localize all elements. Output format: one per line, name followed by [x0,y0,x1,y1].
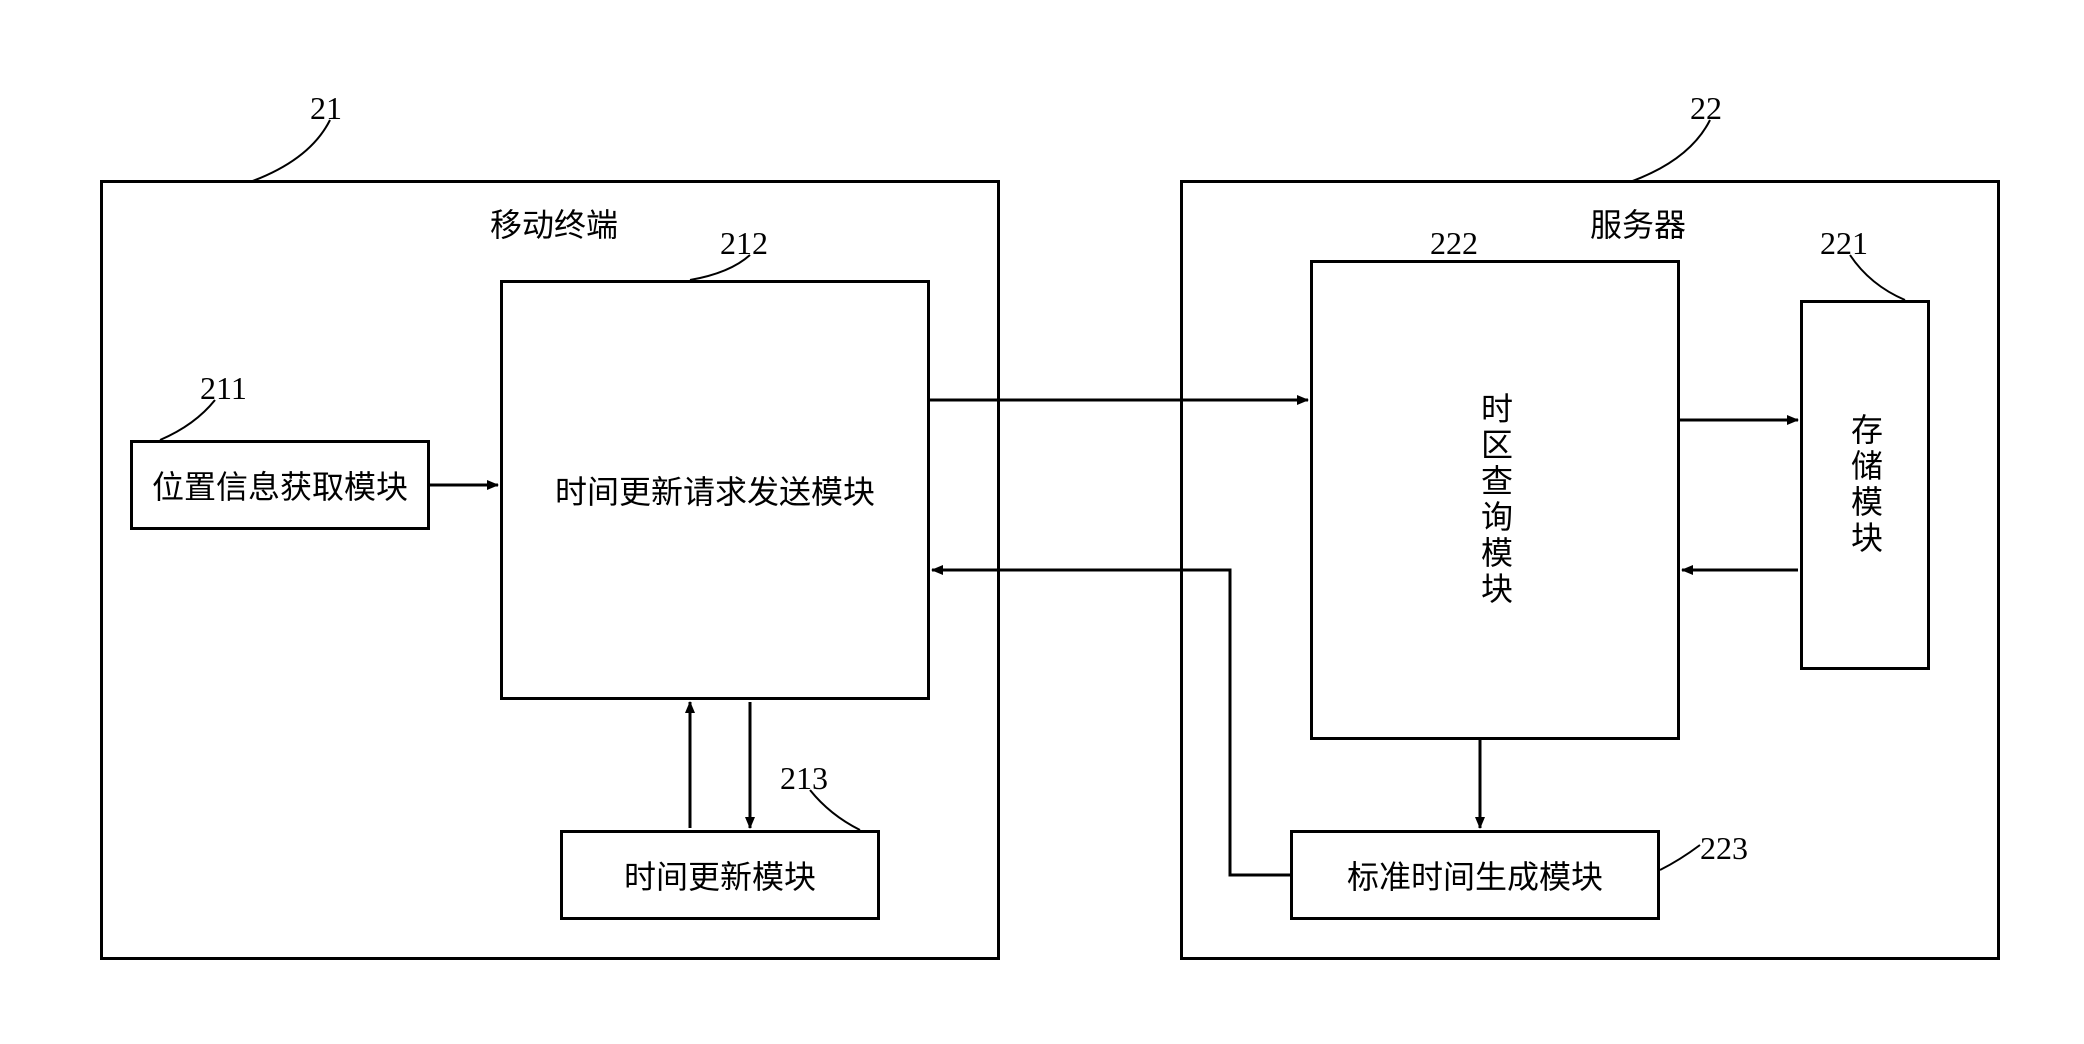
system-diagram: 移动终端 21 服务器 22 位置信息获取模块 211 时间更新请求发送模块 2… [0,0,2084,1044]
node-label: 时区查询模块 [1472,392,1518,608]
ref-222: 222 [1430,225,1478,262]
ref-212: 212 [720,225,768,262]
node-label: 位置信息获取模块 [152,462,408,508]
ref-213: 213 [780,760,828,797]
ref-21: 21 [310,90,342,127]
node-std-time-gen: 标准时间生成模块 [1290,830,1660,920]
node-label: 标准时间生成模块 [1347,852,1603,898]
node-label: 存储模块 [1842,413,1888,557]
ref-211: 211 [200,370,247,407]
node-location-module: 位置信息获取模块 [130,440,430,530]
node-storage-module: 存储模块 [1800,300,1930,670]
container-title-mobile: 移动终端 [490,200,618,246]
node-timezone-query: 时区查询模块 [1310,260,1680,740]
node-label: 时间更新模块 [624,852,816,898]
node-time-update-module: 时间更新模块 [560,830,880,920]
ref-22: 22 [1690,90,1722,127]
node-label: 时间更新请求发送模块 [555,467,875,513]
ref-221: 221 [1820,225,1868,262]
node-time-update-request: 时间更新请求发送模块 [500,280,930,700]
ref-223: 223 [1700,830,1748,867]
container-title-server: 服务器 [1590,200,1686,246]
